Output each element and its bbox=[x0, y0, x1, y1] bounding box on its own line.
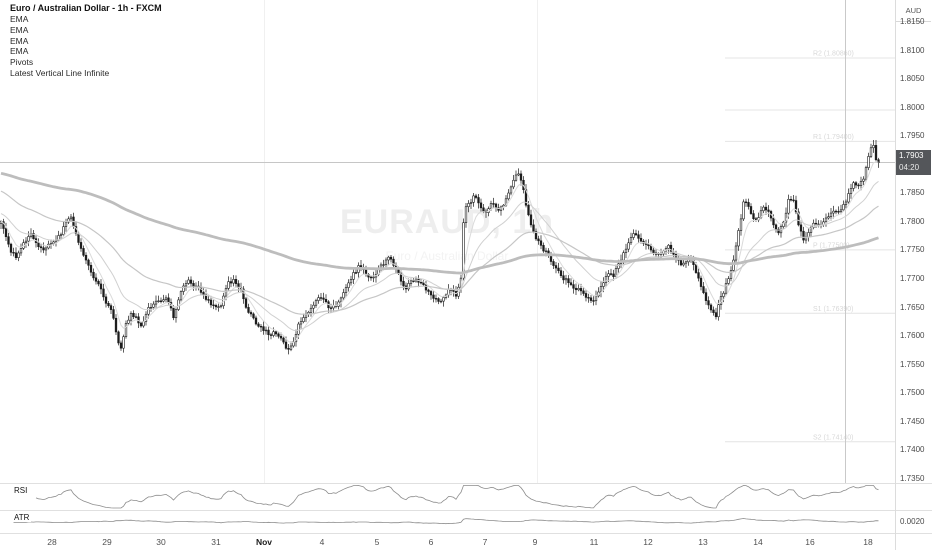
time-tick-label: 31 bbox=[211, 537, 221, 547]
atr-pane-label[interactable]: ATR bbox=[12, 513, 32, 522]
time-tick-label: 12 bbox=[643, 537, 653, 547]
price-tick-label: 1.7550 bbox=[900, 359, 925, 369]
price-tick-label: 1.7700 bbox=[900, 273, 925, 283]
watermark-description: Euro / Australian Dollar bbox=[385, 249, 509, 263]
rsi-pane-label[interactable]: RSI bbox=[12, 486, 30, 495]
last-price-badge: 1.7903 04:20 bbox=[896, 150, 931, 176]
svg-text:R2 (1.80860): R2 (1.80860) bbox=[813, 51, 854, 58]
time-tick-label: 9 bbox=[532, 537, 538, 547]
price-tick-label: 1.7500 bbox=[900, 388, 925, 398]
price-tick-label: 1.7800 bbox=[900, 216, 925, 226]
price-axis[interactable]: AUD 1.7903 04:20 0.0020 1.8150 1.8100 1.80… bbox=[895, 0, 932, 550]
legend: Euro / Australian Dollar - 1h - FXCM EMA… bbox=[10, 3, 162, 79]
price-tick-label: 1.7600 bbox=[900, 331, 925, 341]
svg-text:S1 (1.76390): S1 (1.76390) bbox=[813, 306, 853, 313]
svg-text:P (1.77500): P (1.77500) bbox=[813, 242, 849, 249]
price-tick-label: 1.7450 bbox=[900, 416, 925, 426]
last-price: 1.7903 bbox=[899, 151, 924, 161]
price-tick-label: 1.8100 bbox=[900, 45, 925, 55]
price-tick-label: 1.8000 bbox=[900, 102, 925, 112]
price-tick-label: 1.8150 bbox=[900, 17, 925, 26]
time-tick-label: 5 bbox=[374, 537, 380, 547]
symbol-title[interactable]: Euro / Australian Dollar - 1h - FXCM bbox=[10, 3, 162, 13]
legend-item-ema-1[interactable]: EMA bbox=[10, 14, 29, 24]
time-tick-label: 30 bbox=[156, 537, 166, 547]
time-tick-label: 28 bbox=[47, 537, 57, 547]
legend-item-ema-4[interactable]: EMA bbox=[10, 46, 29, 57]
price-tick-label: 1.7400 bbox=[900, 445, 925, 455]
price-tick-label: 1.7350 bbox=[900, 473, 925, 483]
price-tick-label: 1.7850 bbox=[900, 188, 925, 198]
price-tick-label: 1.7950 bbox=[900, 131, 925, 141]
time-tick-label: 11 bbox=[589, 537, 599, 547]
time-tick-label: 7 bbox=[482, 537, 488, 547]
svg-text:S2 (1.74140): S2 (1.74140) bbox=[813, 434, 853, 441]
time-tick-label: 13 bbox=[698, 537, 708, 547]
time-tick-label: Nov bbox=[255, 537, 273, 547]
time-tick-label: 29 bbox=[102, 537, 112, 547]
time-tick-label: 4 bbox=[319, 537, 325, 547]
legend-item-ema-3[interactable]: EMA bbox=[10, 35, 29, 46]
price-tick-label: 1.7750 bbox=[900, 245, 925, 255]
time-axis[interactable]: 28 29 30 31 Nov 4 5 6 7 9 11 12 13 14 16 18 bbox=[0, 534, 932, 550]
legend-item-pivots[interactable]: Pivots bbox=[10, 57, 34, 68]
watermark: EURAUD, 1h Euro / Australian Dollar bbox=[227, 203, 667, 263]
time-tick-label: 14 bbox=[753, 537, 763, 547]
legend-item-vertical-line[interactable]: Latest Vertical Line Infinite bbox=[10, 67, 110, 78]
time-tick-label: 18 bbox=[863, 537, 873, 547]
watermark-symbol: EURAUD, 1h bbox=[339, 203, 555, 241]
price-tick-label: 1.8050 bbox=[900, 74, 925, 84]
price-tick-label: 1.7650 bbox=[900, 302, 925, 312]
svg-text:R1 (1.79400): R1 (1.79400) bbox=[813, 134, 854, 141]
time-tick-label: 16 bbox=[805, 537, 815, 547]
atr-axis-value: 0.0020 bbox=[900, 517, 925, 526]
time-tick-label: 6 bbox=[428, 537, 434, 547]
legend-item-ema-2[interactable]: EMA bbox=[10, 24, 29, 35]
bar-countdown: 04:20 bbox=[899, 163, 920, 173]
currency-label[interactable]: AUD bbox=[896, 0, 931, 22]
